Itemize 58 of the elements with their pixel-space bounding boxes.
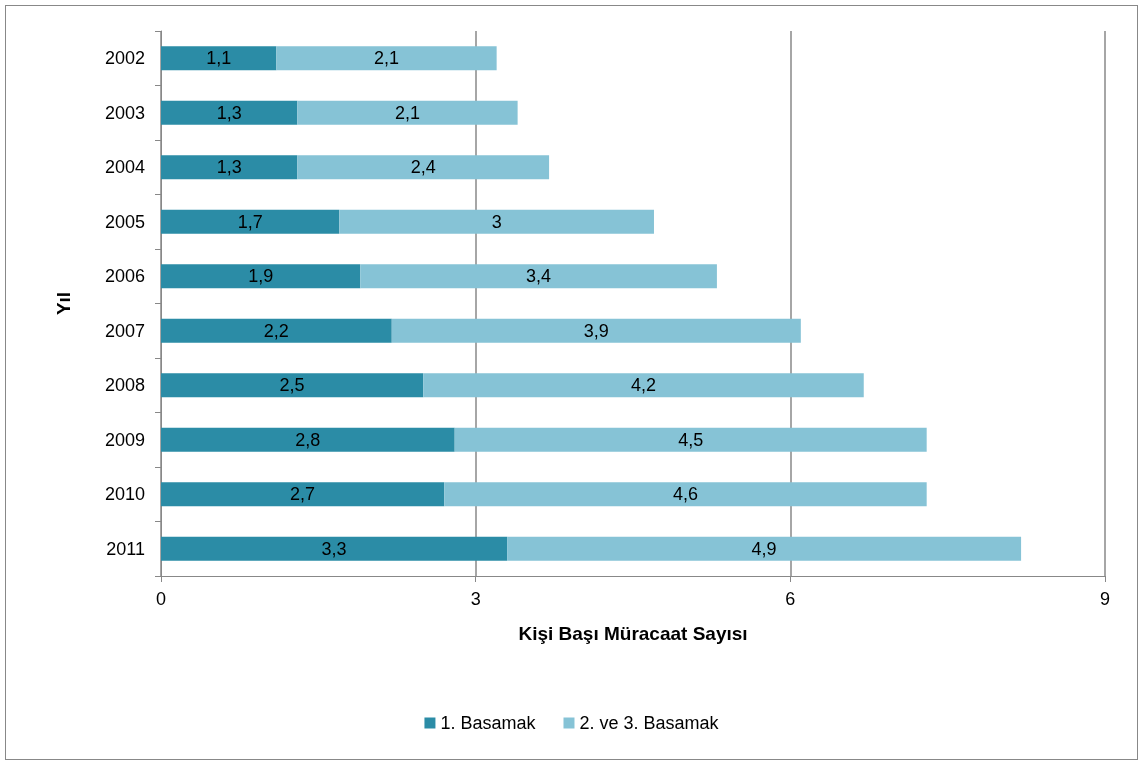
data-label: 4,5 (678, 429, 704, 450)
data-label: 3,4 (526, 266, 552, 287)
data-label: 2,2 (263, 320, 289, 341)
y-tick-label: 2009 (104, 429, 145, 450)
bar (454, 427, 927, 452)
data-label: 4,6 (672, 484, 698, 505)
x-tick-label: 0 (155, 589, 167, 609)
y-tick-label: 2006 (104, 266, 145, 287)
y-axis-title: Yıl (53, 291, 74, 316)
bar (391, 318, 801, 343)
bar (161, 373, 424, 398)
bar (339, 209, 654, 234)
data-label: 2,5 (279, 375, 305, 396)
x-tick-label: 3 (470, 589, 481, 609)
bar (161, 46, 277, 71)
data-label: 1,3 (216, 102, 242, 123)
data-label: 1,9 (248, 266, 274, 287)
data-label: 4,2 (630, 375, 656, 396)
y-tick-label: 2007 (104, 320, 145, 341)
bar (161, 155, 298, 180)
data-label: 2,4 (410, 157, 436, 178)
data-label: 3 (491, 211, 502, 232)
bar (161, 100, 298, 125)
legend-label: 1. Basamak (440, 713, 537, 733)
y-tick-label: 2002 (104, 48, 145, 69)
data-label: 2,7 (290, 484, 316, 505)
data-label: 2,1 (394, 102, 420, 123)
bar (360, 264, 717, 289)
bar (507, 536, 1022, 561)
bar (161, 209, 340, 234)
data-label: 2,8 (295, 429, 321, 450)
bar (161, 536, 508, 561)
legend-label: 2. ve 3. Basamak (579, 713, 720, 733)
data-label: 3,9 (583, 320, 609, 341)
bar (297, 100, 518, 125)
bar (276, 46, 497, 71)
y-tick-label: 2011 (106, 538, 145, 559)
y-tick-label: 2003 (104, 102, 145, 123)
data-label: 1,3 (216, 157, 242, 178)
bar (423, 373, 864, 398)
bar (161, 482, 445, 507)
data-label: 4,9 (751, 538, 777, 559)
y-tick-label: 2004 (104, 157, 145, 178)
y-tick-label: 2008 (104, 375, 145, 396)
data-label: 1,1 (206, 48, 232, 69)
bar (161, 264, 361, 289)
y-tick-label: 2005 (104, 211, 145, 232)
bar (444, 482, 927, 507)
bar (161, 427, 455, 452)
data-label: 2,1 (374, 48, 400, 69)
x-axis-title: Kişi Başı Müracaat Sayısı (518, 623, 748, 644)
bar (297, 155, 550, 180)
x-tick-label: 9 (1099, 589, 1111, 609)
bar (161, 318, 392, 343)
data-label: 3,3 (321, 538, 347, 559)
y-tick-label: 2010 (104, 484, 145, 505)
x-tick-label: 6 (785, 589, 796, 609)
data-label: 1,7 (237, 211, 263, 232)
